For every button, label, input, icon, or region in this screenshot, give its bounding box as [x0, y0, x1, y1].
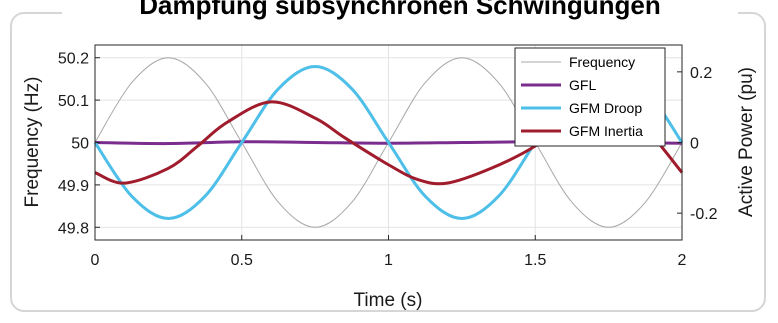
legend-label-frequency: Frequency: [569, 54, 635, 70]
y-axis-right-label: Active Power (pu): [736, 67, 757, 217]
y-left-tick-label: 49.9: [58, 178, 89, 195]
y-left-tick-label: 49.8: [58, 220, 89, 237]
y-axis-left-label: Frequency (Hz): [22, 77, 43, 208]
y-right-tick-label: 0: [690, 136, 699, 153]
y-left-tick-label: 50.2: [58, 51, 89, 68]
legend-label-gfm-inertia: GFM Inertia: [569, 123, 643, 139]
legend-label-gfl: GFL: [569, 77, 596, 93]
x-tick-label: 0: [91, 252, 100, 269]
y-left-tick-label: 50.1: [58, 93, 89, 110]
x-axis-label: Time (s): [354, 290, 423, 311]
x-tick-label: 2: [678, 252, 687, 269]
y-right-tick-label: -0.2: [690, 206, 718, 223]
y-right-tick-label: 0.2: [690, 65, 712, 82]
chart-title: Dämpfung subsynchronen Schwingungen: [139, 0, 661, 20]
x-tick-label: 0.5: [231, 252, 253, 269]
axis-ticks: 0 0.5 1 1.5 2 49.8 49.9 50 50.1 50.2 -0.2 0 0.2: [58, 51, 718, 269]
legend: Frequency GFL GFM Droop GFM Inertia: [514, 47, 666, 147]
x-tick-label: 1: [384, 252, 393, 269]
title-background: [62, 4, 738, 20]
y-left-tick-label: 50: [71, 136, 89, 153]
x-tick-label: 1.5: [524, 252, 546, 269]
legend-label-gfm-droop: GFM Droop: [569, 100, 642, 116]
